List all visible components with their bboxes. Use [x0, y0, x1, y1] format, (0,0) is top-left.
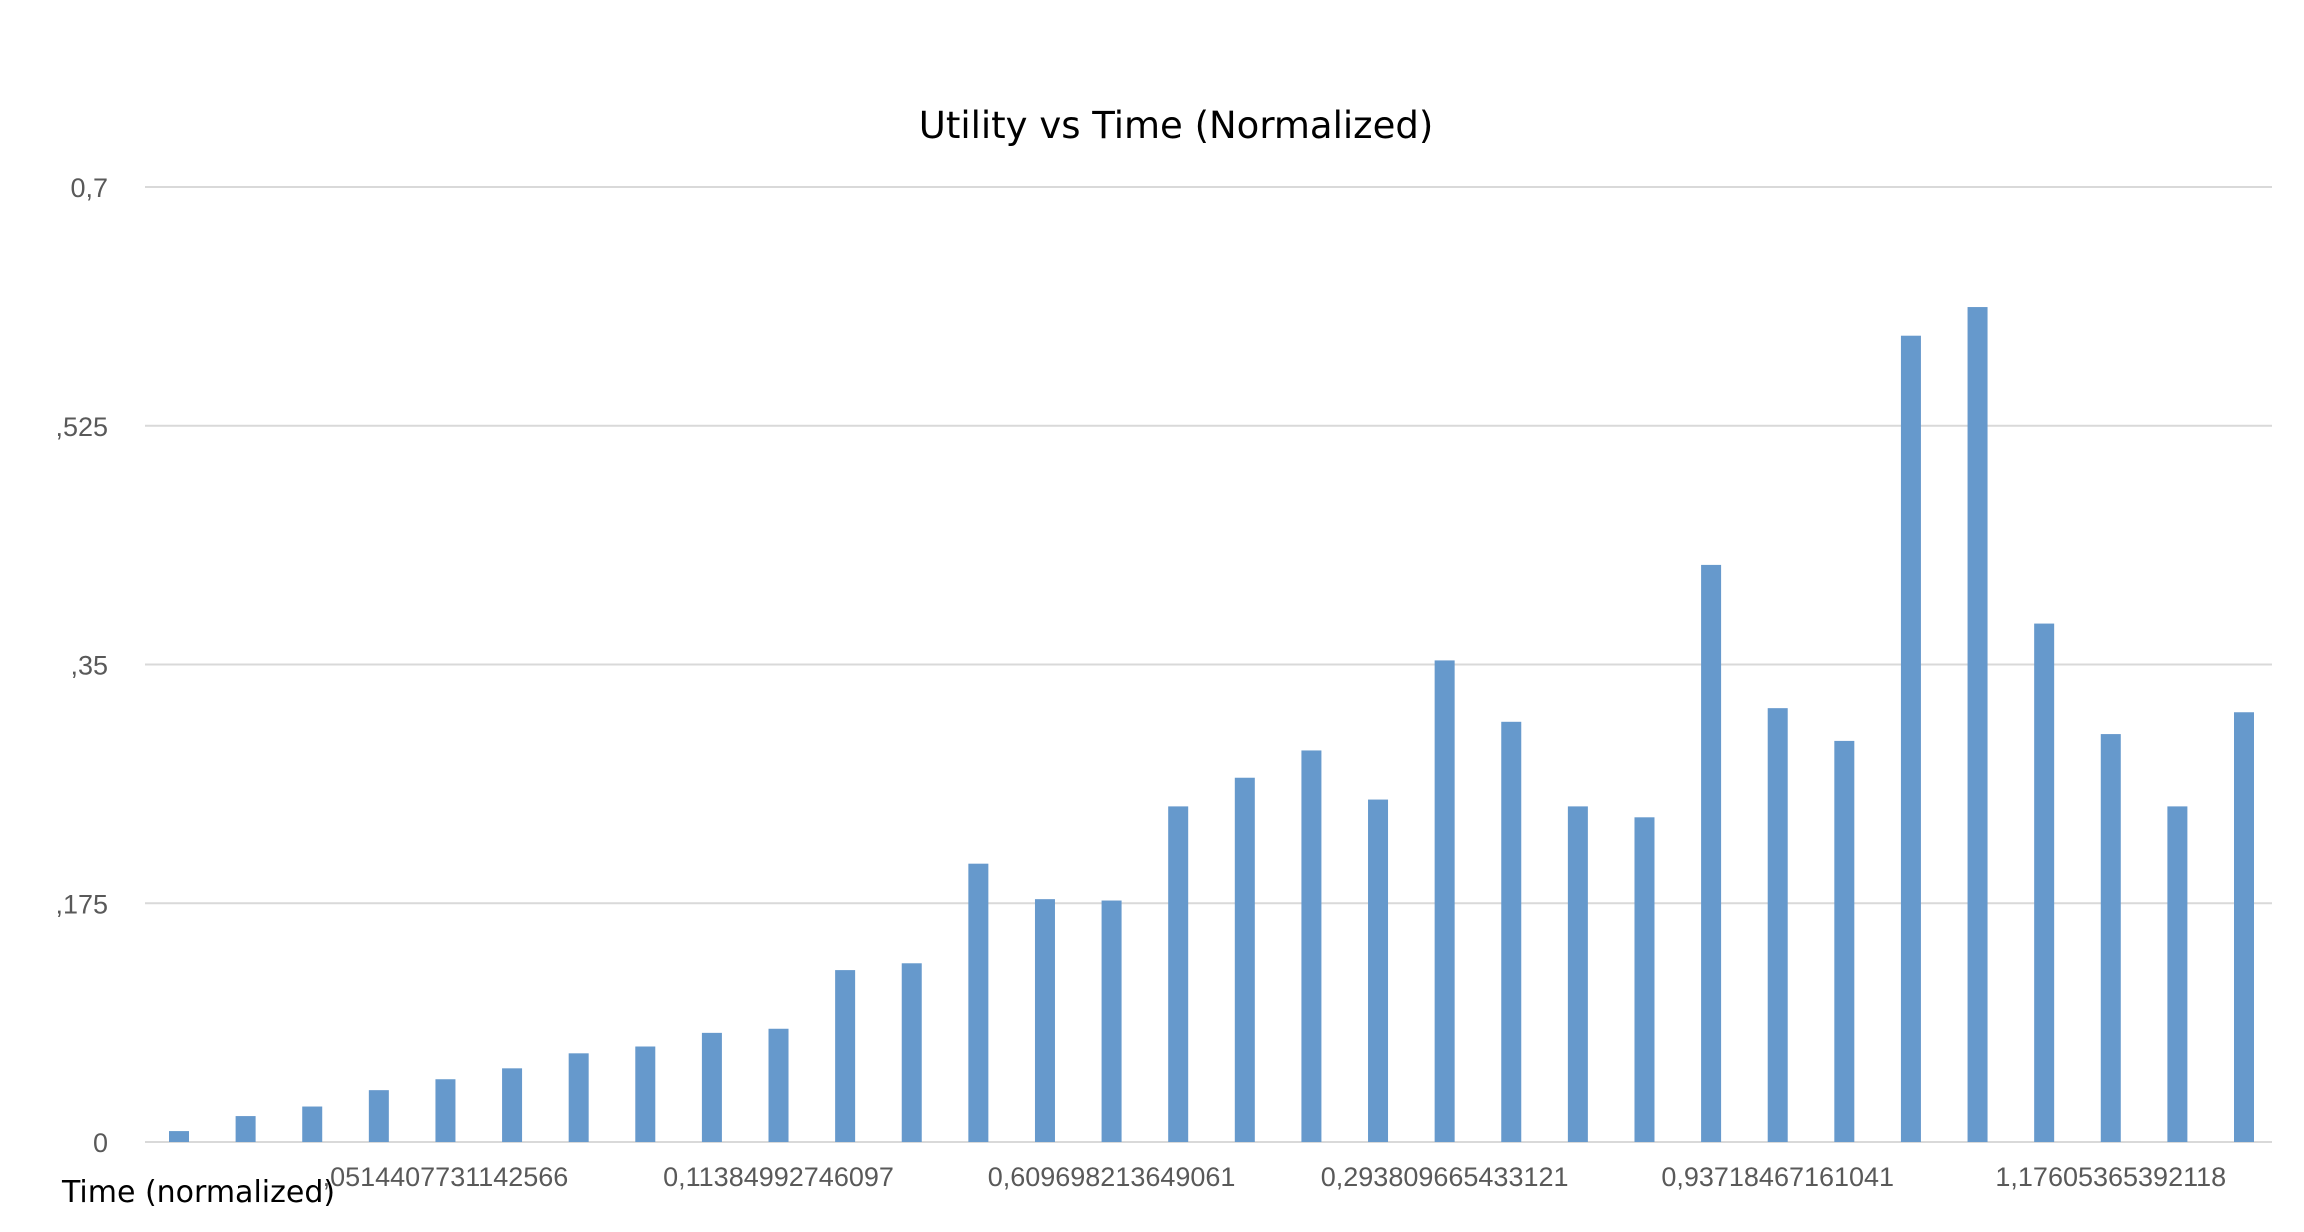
- bar: [701, 1032, 722, 1142]
- x-tick-label: 0,11384992746097: [663, 1162, 894, 1192]
- bar: [502, 1068, 523, 1142]
- x-tick-label: ,0514407731142566: [323, 1162, 569, 1192]
- grid-layer: [145, 186, 2272, 1143]
- y-tick-label: ,175: [55, 889, 108, 919]
- bar: [1967, 307, 1988, 1142]
- bar: [968, 863, 989, 1142]
- bar: [1701, 564, 1722, 1142]
- y-tick-label: ,525: [55, 412, 108, 442]
- bar: [1434, 660, 1455, 1142]
- x-tick-label: 0,293809665433121: [1321, 1162, 1569, 1192]
- bar: [768, 1028, 789, 1142]
- bar: [235, 1116, 256, 1142]
- bar: [1301, 750, 1322, 1142]
- chart-title: Utility vs Time (Normalized): [919, 104, 1434, 147]
- bar: [368, 1090, 389, 1142]
- bar: [1368, 799, 1389, 1142]
- bar: [2167, 806, 2188, 1142]
- bar: [1034, 899, 1055, 1142]
- x-axis-ticks: ,0514407731142566 0,11384992746097 0,60969…: [323, 1162, 2227, 1192]
- bar: [568, 1053, 589, 1142]
- bar: [1634, 817, 1655, 1142]
- bar: [635, 1046, 656, 1142]
- bar: [1834, 740, 1855, 1142]
- x-axis-label: Time (normalized): [61, 1175, 335, 1210]
- y-axis-ticks: 0 ,175 ,35 ,525 0,7: [55, 173, 108, 1158]
- bar-layer: [169, 307, 2254, 1142]
- bar: [1567, 806, 1588, 1142]
- y-tick-label: ,35: [70, 651, 108, 681]
- x-tick-label: 0,93718467161041: [1661, 1162, 1894, 1192]
- bar: [2234, 712, 2254, 1142]
- x-tick-label: 1,17605365392118: [1995, 1162, 2226, 1192]
- bar: [1900, 335, 1921, 1142]
- bar: [169, 1131, 189, 1142]
- bar: [901, 963, 922, 1142]
- y-tick-label: 0,7: [70, 173, 108, 203]
- bar: [435, 1079, 456, 1142]
- bar: [1101, 900, 1122, 1142]
- bar: [302, 1106, 323, 1142]
- bar: [1168, 806, 1189, 1142]
- bar: [1234, 777, 1255, 1142]
- bar: [2034, 623, 2055, 1142]
- bar: [835, 970, 856, 1142]
- bar: [2100, 734, 2121, 1142]
- x-tick-label: 0,609698213649061: [988, 1162, 1236, 1192]
- bar: [1501, 721, 1522, 1142]
- bar: [1767, 708, 1788, 1142]
- y-tick-label: 0: [93, 1128, 108, 1158]
